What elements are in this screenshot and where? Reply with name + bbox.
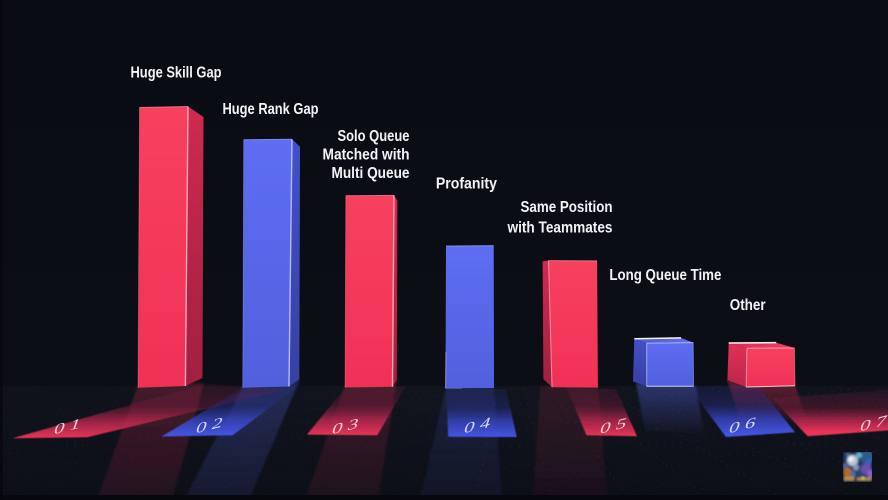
svg-text:Same Position: Same Position: [521, 199, 613, 216]
svg-text:Huge Rank Gap: Huge Rank Gap: [223, 101, 319, 118]
svg-text:Long Queue Time: Long Queue Time: [609, 267, 721, 284]
svg-text:Profanity: Profanity: [436, 175, 497, 192]
svg-text:Huge Skill Gap: Huge Skill Gap: [131, 64, 222, 81]
svg-text:Other: Other: [730, 297, 766, 314]
svg-text:Matched with: Matched with: [323, 147, 410, 164]
svg-text:with Teammates: with Teammates: [507, 219, 613, 236]
svg-text:07: 07: [859, 411, 888, 434]
svg-text:Multi Queue: Multi Queue: [332, 165, 410, 182]
svg-text:Solo Queue: Solo Queue: [338, 128, 410, 145]
